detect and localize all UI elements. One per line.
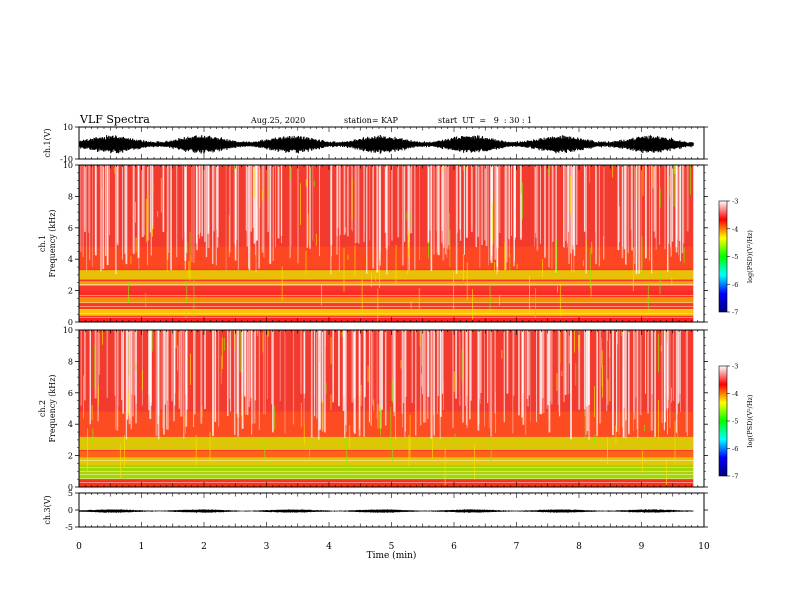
- x-tick-label: 6: [451, 542, 457, 552]
- ch1-waveform-ylabel: ch.1(V): [43, 128, 52, 157]
- ch3-waveform-ylabel: ch.3(V): [43, 495, 52, 524]
- x-tick-label: 5: [389, 542, 395, 552]
- y-tick-label: 0: [68, 318, 73, 327]
- ch2-spectrogram-colorbar: [718, 365, 728, 477]
- ch1-spectrogram-ylabel: Frequency (kHz): [48, 209, 57, 277]
- ch1-spectrogram-image: [79, 165, 704, 322]
- x-tick-label: 0: [76, 542, 82, 552]
- ch2-spectrogram-image: [79, 330, 704, 487]
- colorbar-tick-label: -4: [732, 225, 738, 233]
- y-tick-label: 2: [68, 452, 73, 461]
- colorbar-tick-label: -3: [732, 363, 738, 371]
- y-tick-label: 0: [68, 483, 73, 492]
- y-tick-label: 6: [68, 224, 73, 233]
- y-tick-label: 8: [68, 357, 73, 366]
- x-axis-label: Time (min): [367, 550, 417, 561]
- x-tick-label: 1: [139, 542, 145, 552]
- colorbar-tick-label: -7: [732, 473, 738, 481]
- y-tick-label: 2: [68, 287, 73, 296]
- x-tick-label: 9: [639, 542, 645, 552]
- y-tick-label: 5: [68, 489, 73, 498]
- y-tick-label: 10: [63, 161, 73, 170]
- x-tick-label: 10: [698, 542, 710, 552]
- y-tick-label: -5: [65, 523, 73, 532]
- ch1-spectrogram-colorbar-label: log(PSD)(V²/Hz): [746, 230, 754, 283]
- colorbar-tick-label: -3: [732, 198, 738, 206]
- ch3-waveform-trace: [79, 509, 694, 513]
- ch1-waveform-trace: [79, 135, 694, 154]
- x-tick-label: 7: [514, 542, 520, 552]
- y-tick-label: -10: [60, 155, 73, 164]
- y-tick-label: 4: [68, 420, 73, 429]
- x-tick-label: 4: [326, 542, 332, 552]
- y-tick-label: 8: [68, 192, 73, 201]
- x-tick-label: 2: [201, 542, 207, 552]
- date-label: Aug.25, 2020: [251, 116, 306, 125]
- y-tick-label: 4: [68, 255, 73, 264]
- ch2-spectrogram-ylabel: Frequency (kHz): [48, 374, 57, 442]
- colorbar-tick-label: -5: [732, 253, 738, 261]
- station-label: station= KAP: [344, 116, 398, 125]
- y-tick-label: 10: [63, 326, 73, 335]
- colorbar-tick-label: -4: [732, 390, 738, 398]
- y-tick-label: 0: [68, 506, 73, 515]
- start-time-label: start UT = 9 : 30 : 1: [438, 116, 533, 125]
- ch2-spectrogram-colorbar-label: log(PSD)(V²/Hz): [746, 394, 754, 447]
- y-tick-label: 6: [68, 389, 73, 398]
- colorbar-tick-label: -6: [732, 445, 738, 453]
- y-tick-label: 10: [63, 123, 73, 132]
- colorbar-tick-label: -7: [732, 309, 738, 317]
- x-tick-label: 8: [576, 542, 582, 552]
- ch2-spectrogram-ylabel: ch.2: [38, 400, 47, 417]
- x-tick-label: 3: [264, 542, 270, 552]
- plot-title: VLF Spectra: [80, 113, 150, 126]
- colorbar-tick-label: -5: [732, 418, 738, 426]
- ch1-spectrogram-colorbar: [718, 200, 728, 313]
- ch1-spectrogram-ylabel: ch.1: [38, 235, 47, 252]
- colorbar-tick-label: -6: [732, 281, 738, 289]
